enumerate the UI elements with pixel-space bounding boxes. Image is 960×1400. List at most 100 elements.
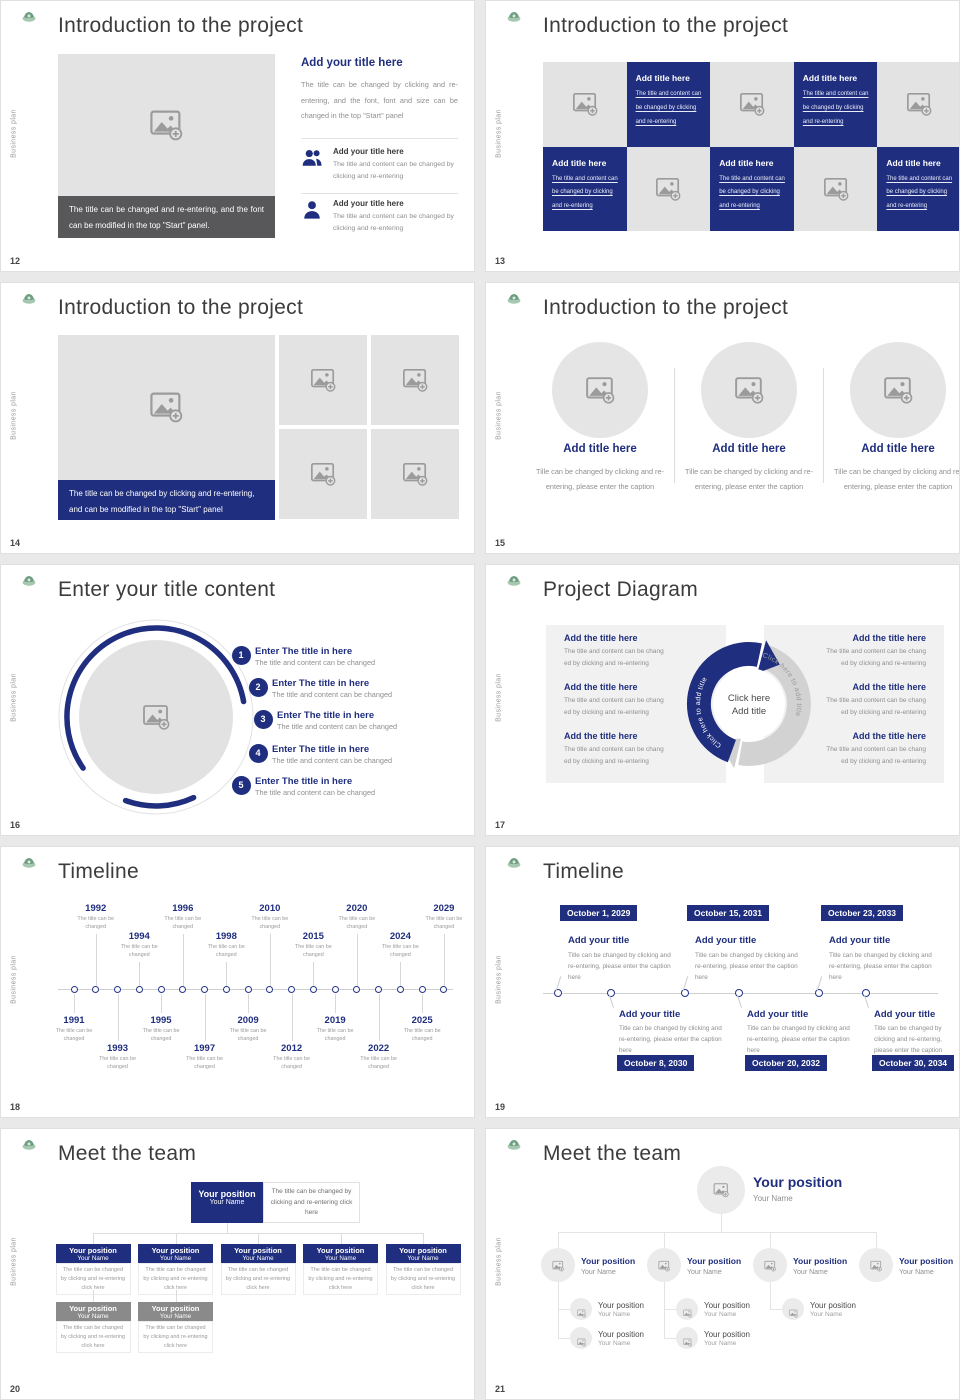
image-placeholder (58, 54, 275, 196)
position-label: Your position (598, 1301, 644, 1310)
timeline-stem (248, 994, 250, 1013)
name-label: Your Name (407, 1255, 439, 1262)
item-line: The title and content can be chang (826, 648, 926, 655)
caption-box: The title can be changed and re-entering… (58, 196, 275, 238)
timeline-stem (269, 934, 271, 986)
org-box: Your position Your Name (55, 1244, 131, 1263)
note-text: The title can be changed by clicking and… (270, 1188, 353, 1217)
item-heading: Enter The title in here (255, 646, 353, 657)
avatar-circle (782, 1298, 804, 1320)
image-tile (543, 62, 627, 147)
timeline-year: 1998 (215, 931, 237, 942)
position-label: Your position (198, 1189, 256, 1199)
sidebar-vertical-text: Business plan (495, 673, 503, 722)
timeline-stem (139, 962, 141, 986)
slide-16[interactable]: Business plan Enter your title content 16 1… (0, 564, 475, 836)
timeline-node (309, 985, 317, 993)
name-label: Your Name (598, 1340, 631, 1347)
tile-heading: Add title here (802, 73, 858, 83)
caption-text: The title can be changed by clicking and… (390, 1267, 456, 1291)
slide-15[interactable]: Business plan Introduction to the project… (485, 282, 960, 554)
timeline-node (70, 985, 78, 993)
timeline-stem (443, 934, 445, 986)
item-line: The title and content can be chang (564, 697, 664, 704)
slide-14[interactable]: Business plan Introduction to the project… (0, 282, 475, 554)
timeline-stem (182, 934, 184, 986)
card-caption: Title can be changed by clicking and re-… (695, 952, 798, 982)
card-caption: Title can be changed by clicking and re-… (747, 1025, 850, 1055)
image-placeholder (58, 335, 275, 480)
connector (93, 1290, 94, 1302)
slide-19[interactable]: Business plan Timeline 19 October 1, 2029 Ad… (485, 846, 960, 1118)
image-add-icon (870, 1259, 882, 1272)
connector (876, 1232, 877, 1248)
card-heading: Add your title (874, 1009, 936, 1020)
position-label: Your position (704, 1330, 750, 1339)
text-tile: Add title here The title and content can … (543, 146, 627, 231)
sidebar-vertical-text: Business plan (495, 1237, 503, 1286)
timeline-node (375, 985, 383, 993)
timeline-line (58, 989, 453, 990)
slide-17[interactable]: Business plan Project Diagram 17 Add the ti… (485, 564, 960, 836)
slide-18[interactable]: Business plan Timeline 18 1991 The title can… (0, 846, 475, 1118)
connector (423, 1233, 424, 1244)
avatar-circle (697, 1166, 745, 1214)
slide-12[interactable]: Business plan Introduction to the project… (0, 0, 475, 272)
timeline-node (396, 985, 404, 993)
timeline-node (244, 985, 252, 993)
timeline-year: 2015 (302, 931, 324, 942)
item-heading: Add the title here (852, 633, 926, 643)
date-badge: October 1, 2029 (560, 905, 638, 921)
image-add-icon (682, 1334, 692, 1347)
org-caption: The title can be changed by clicking and… (55, 1321, 131, 1354)
item-heading: Enter The title in here (255, 776, 353, 787)
image-add-icon (149, 390, 183, 424)
item-heading: Add the title here (852, 731, 926, 741)
timeline-stem (422, 994, 424, 1013)
people-icon (301, 147, 323, 168)
item-heading: Enter The title in here (272, 678, 370, 689)
connector (770, 1309, 782, 1310)
cycle-arrows-diagram: Click here to add title Click here to add… (684, 639, 814, 769)
sidebar-vertical-text: Business plan (495, 109, 503, 158)
avatar-circle (676, 1327, 698, 1349)
item-line: ed by clicking and re-entering (564, 660, 649, 667)
timeline-node (114, 985, 122, 993)
avatar-circle (570, 1298, 592, 1320)
brand-logo-icon (506, 291, 522, 304)
timeline-year: 2010 (259, 903, 281, 914)
circle-image-placeholder (850, 342, 946, 438)
name-label: Your Name (77, 1255, 109, 1262)
page-number: 21 (495, 1384, 506, 1394)
position-label: Your position (151, 1246, 200, 1255)
item-text: The title and content can be changed (255, 658, 376, 667)
image-add-icon (402, 461, 428, 487)
number-badge: 1 (231, 645, 251, 665)
name-label: Your Name (209, 1199, 245, 1206)
number-badge: 5 (231, 775, 251, 795)
name-label: Your Name (810, 1311, 843, 1318)
image-add-icon (713, 1182, 729, 1198)
timeline-caption: The title can be changed (164, 916, 202, 931)
org-box: Your position Your Name (303, 1244, 378, 1263)
timeline-node (418, 985, 426, 993)
timeline-year: 1994 (128, 931, 150, 942)
name-label: Your Name (753, 1194, 793, 1203)
avatar-circle (753, 1248, 787, 1282)
image-add-icon (764, 1259, 776, 1272)
text-tile: Add title here The title and content can … (877, 146, 959, 231)
card-connector (864, 995, 869, 1008)
brand-logo-icon (21, 9, 37, 22)
slide-21[interactable]: Business plan Meet the team 21 Your positio… (485, 1128, 960, 1400)
tile-heading: Add title here (719, 157, 774, 168)
image-add-icon (585, 375, 615, 405)
page-number: 12 (10, 256, 21, 266)
slide-20[interactable]: Business plan Meet the team 20 Your positio… (0, 1128, 475, 1400)
position-label: Your position (69, 1304, 117, 1313)
slide-13[interactable]: Business plan Introduction to the project… (485, 0, 960, 272)
card-caption: Title can be changed by clicking and re-… (829, 952, 932, 982)
text-tile: Add title here The title and content can … (710, 146, 794, 231)
image-add-icon (576, 1305, 586, 1318)
image-add-icon (883, 375, 913, 405)
brand-logo-icon (506, 9, 522, 22)
